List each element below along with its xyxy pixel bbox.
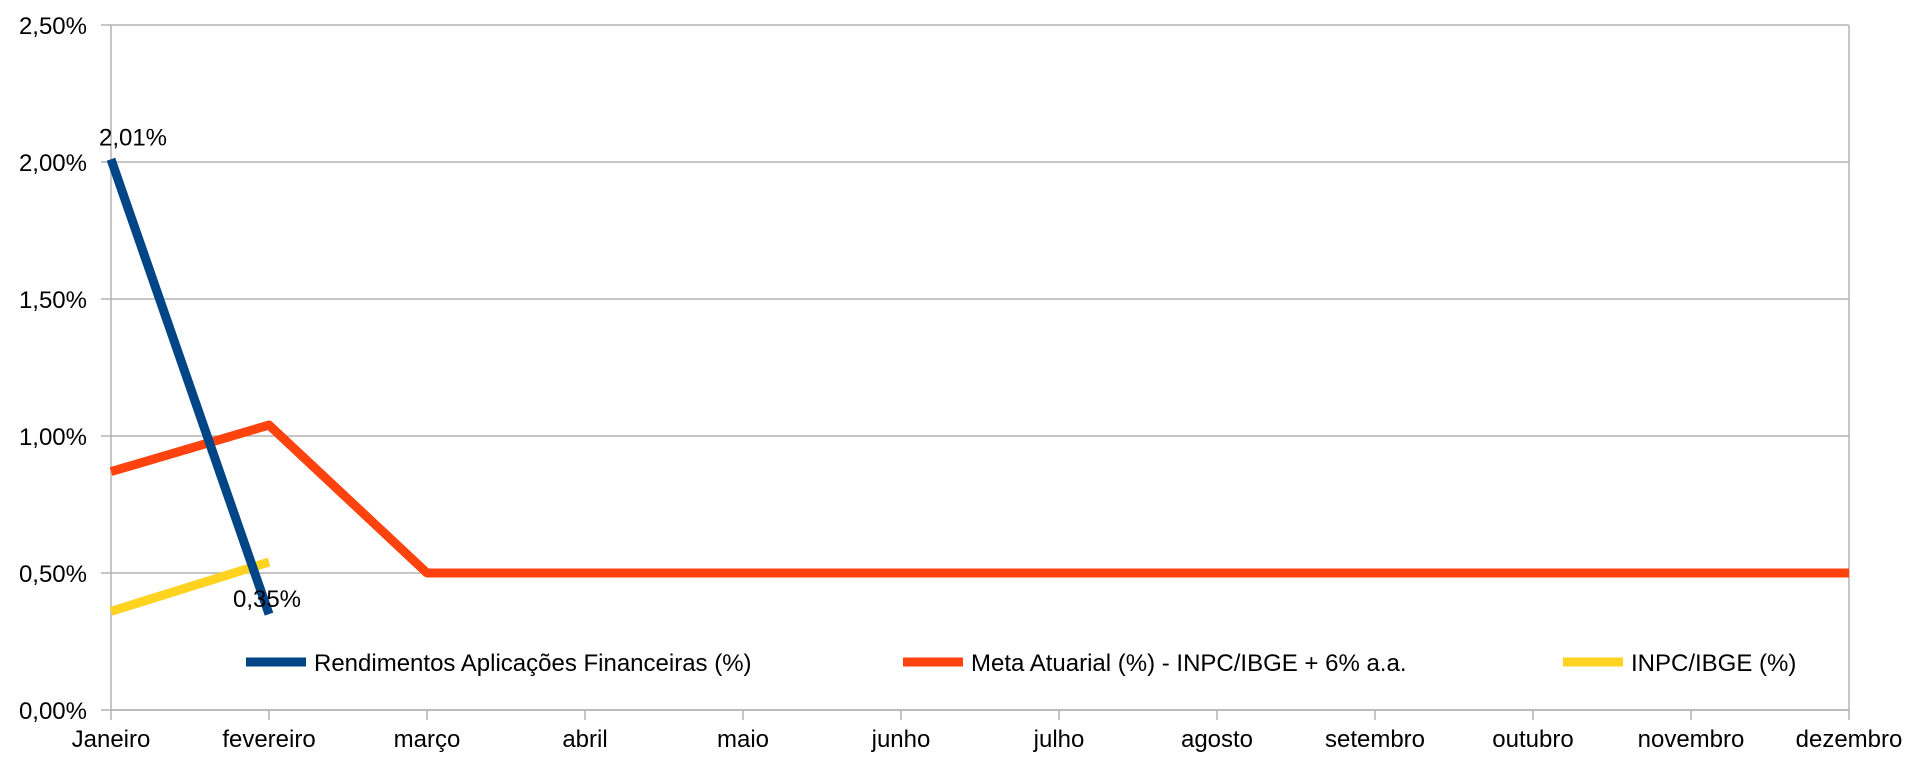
y-tick-label: 2,00% [19, 150, 87, 177]
x-tick-label: abril [562, 726, 607, 753]
gridlines [111, 24, 1849, 711]
x-tick-label: fevereiro [222, 726, 315, 753]
legend: Rendimentos Aplicações Financeiras (%) Me… [246, 650, 1796, 677]
data-labels: 2,01% 0,35% [99, 124, 301, 613]
x-tick-label: julho [1033, 726, 1085, 753]
series-lines [106, 157, 1849, 616]
y-tick-label: 1,50% [19, 287, 87, 314]
x-tick-label: novembro [1638, 726, 1745, 753]
legend-label: Rendimentos Aplicações Financeiras (%) [314, 650, 752, 677]
x-tick-label: outubro [1492, 726, 1573, 753]
y-tick-label: 1,00% [19, 424, 87, 451]
y-tick-label: 2,50% [19, 13, 87, 40]
legend-label: Meta Atuarial (%) - INPC/IBGE + 6% a.a. [971, 650, 1407, 677]
axes: 0,00% 0,50% 1,00% 1,50% 2,00% 2,50% Janeiro fev… [19, 13, 1902, 753]
series-line-1 [109, 420, 1849, 578]
y-tick-label: 0,00% [19, 698, 87, 725]
x-tick-label: junho [871, 726, 931, 753]
series-line-0 [106, 157, 274, 616]
x-tick-label: março [394, 726, 461, 753]
series-line-2 [109, 557, 271, 616]
data-label: 0,35% [233, 586, 301, 613]
y-tick-label: 0,50% [19, 561, 87, 588]
x-tick-label: agosto [1181, 726, 1253, 753]
legend-label: INPC/IBGE (%) [1631, 650, 1796, 677]
x-tick-label: maio [717, 726, 769, 753]
x-tick-label: dezembro [1796, 726, 1903, 753]
x-tick-label: setembro [1325, 726, 1425, 753]
x-tick-label: Janeiro [72, 726, 151, 753]
data-label: 2,01% [99, 124, 167, 151]
